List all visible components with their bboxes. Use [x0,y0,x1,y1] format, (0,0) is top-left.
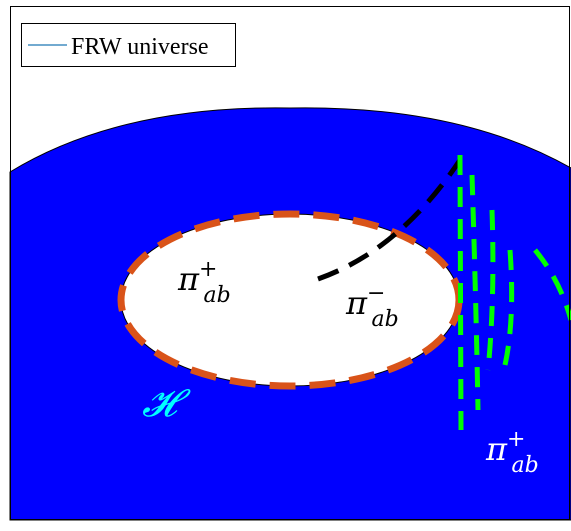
green-dashed-line-3 [485,209,496,371]
pi-ab-plus-inner-label: π+ ab [177,257,231,308]
green-dashed-line-4 [502,249,515,366]
pi-ab-plus-outer-label: π+ ab [485,427,539,478]
black-dashed-line [317,158,463,282]
pi-ab-minus-label: π− ab [345,281,399,332]
legend-label-frw-universe: FRW universe [71,34,209,60]
axes-frame [10,6,570,520]
green-dashed-lines [457,154,571,431]
green-dashed-line-2 [469,174,481,411]
green-dashed-line-5 [533,248,571,321]
green-dashed-line-1 [457,154,464,431]
legend: FRW universe [21,23,236,67]
